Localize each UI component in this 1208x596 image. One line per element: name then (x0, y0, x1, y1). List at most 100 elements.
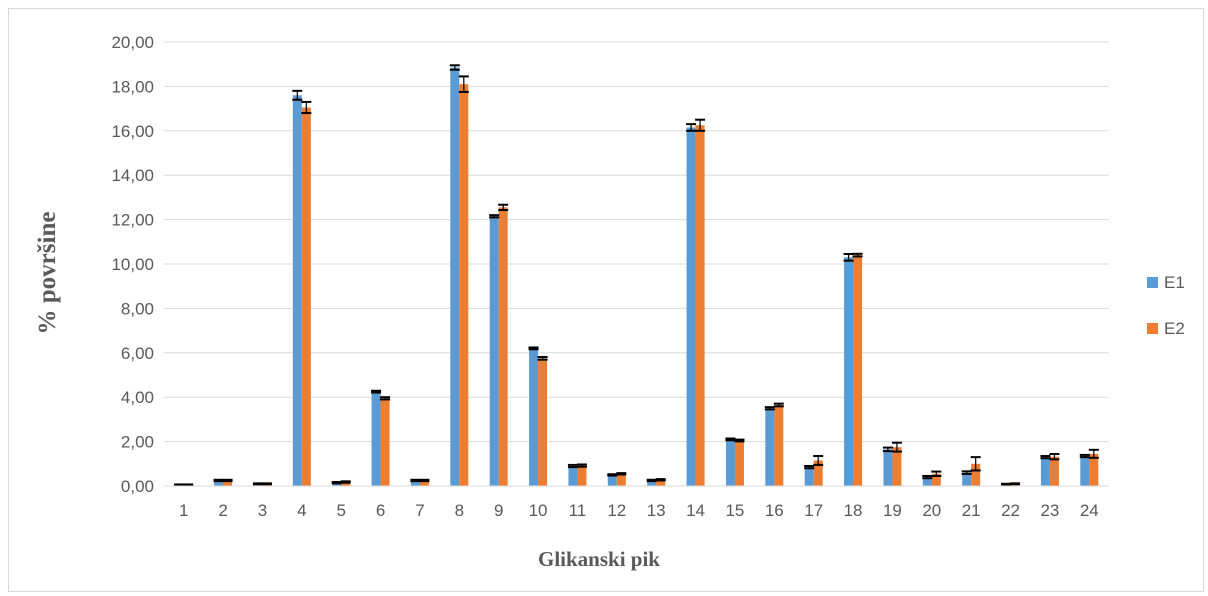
bar-e2 (223, 480, 233, 486)
x-tick-label: 4 (297, 501, 306, 520)
x-tick-label: 24 (1080, 501, 1099, 520)
x-tick-label: 22 (1001, 501, 1020, 520)
error-bar-e2 (1088, 448, 1099, 459)
bars (174, 67, 1099, 487)
y-tick-label: 0,00 (121, 477, 154, 496)
x-tick-label: 20 (922, 501, 941, 520)
error-bar-e1 (922, 475, 933, 480)
x-tick-label: 14 (686, 501, 705, 520)
error-bar-e2 (419, 478, 430, 483)
bar-e1 (883, 449, 893, 486)
bar-e1 (607, 474, 617, 486)
bar-chart: 0,00 2,00 4,00 6,00 8,00 10,00 12,00 14,00 16,00… (34, 33, 1185, 571)
error-bar-e2 (340, 480, 351, 484)
x-tick-label: 6 (376, 501, 385, 520)
x-tick-label: 7 (415, 501, 424, 520)
error-bar-e1 (1079, 453, 1090, 459)
error-bar-e2 (616, 472, 627, 476)
bar-e1 (450, 67, 460, 486)
x-tick-label: 13 (647, 501, 666, 520)
error-bar-e2 (458, 75, 469, 93)
error-bars (174, 64, 1099, 487)
error-bar-e1 (646, 478, 657, 483)
bar-e2 (301, 107, 311, 487)
x-tick-label: 5 (336, 501, 345, 520)
bar-e1 (410, 480, 420, 486)
bar-e1 (292, 95, 302, 486)
bar-e1 (529, 348, 539, 486)
bar-e2 (971, 463, 981, 486)
error-bar-e1 (213, 478, 224, 483)
bar-e2 (380, 398, 390, 486)
error-bar-e1 (1040, 455, 1051, 460)
legend-label-e1: E1 (1164, 273, 1185, 292)
bar-e1 (844, 257, 854, 486)
bar-e1 (647, 480, 657, 486)
error-bar-e1 (252, 482, 263, 486)
bar-e2 (459, 84, 469, 487)
x-axis-ticks: 1 2 3 4 5 6 7 8 9 10 11 12 13 14 15 16 17 18 19 20 21 22 23 24 (179, 501, 1099, 520)
y-tick-label: 14,00 (111, 166, 154, 185)
x-tick-label: 1 (179, 501, 188, 520)
error-bar-e2 (222, 478, 233, 483)
error-bar-e2 (1010, 482, 1021, 486)
y-tick-label: 16,00 (111, 122, 154, 141)
error-bar-e2 (183, 483, 194, 487)
error-bar-e1 (1001, 482, 1012, 486)
error-bar-e2 (891, 441, 902, 453)
x-tick-label: 3 (258, 501, 267, 520)
error-bar-e1 (292, 89, 303, 101)
legend-swatch-e2 (1147, 323, 1158, 334)
error-bar-e1 (567, 463, 578, 469)
bar-e1 (1080, 456, 1090, 486)
error-bar-e1 (410, 478, 421, 483)
bar-e2 (1049, 456, 1059, 486)
error-bar-e1 (607, 473, 618, 477)
x-tick-label: 12 (607, 501, 626, 520)
y-tick-label: 4,00 (121, 388, 154, 407)
chart-frame: 0,00 2,00 4,00 6,00 8,00 10,00 12,00 14,00 16,00… (8, 8, 1204, 592)
bar-e1 (962, 472, 972, 486)
y-tick-label: 2,00 (121, 433, 154, 452)
x-tick-label: 23 (1040, 501, 1059, 520)
error-bar-e2 (734, 438, 745, 443)
bar-e2 (892, 447, 902, 486)
x-tick-label: 11 (569, 501, 587, 520)
y-tick-label: 12,00 (111, 211, 154, 230)
y-tick-label: 10,00 (111, 255, 154, 274)
bar-e2 (853, 255, 863, 486)
error-bar-e1 (686, 123, 697, 132)
bar-e2 (734, 440, 744, 486)
bar-e2 (656, 479, 666, 486)
error-bar-e2 (576, 463, 587, 468)
bar-e1 (922, 477, 932, 486)
error-bar-e2 (498, 203, 509, 212)
bar-e1 (804, 467, 814, 486)
error-bar-e1 (371, 389, 382, 394)
x-tick-label: 2 (218, 501, 227, 520)
x-tick-label: 15 (725, 501, 744, 520)
legend: E1 E2 (1147, 273, 1185, 338)
error-bar-e2 (773, 402, 784, 408)
bar-e1 (725, 439, 735, 486)
bar-e1 (765, 408, 775, 486)
gridlines (164, 41, 1109, 443)
error-bar-e1 (449, 64, 460, 71)
error-bar-e1 (882, 446, 893, 453)
error-bar-e1 (489, 214, 500, 219)
error-bar-e2 (695, 118, 706, 132)
x-tick-label: 8 (455, 501, 464, 520)
error-bar-e1 (804, 465, 815, 470)
bar-e2 (538, 358, 548, 486)
x-tick-label: 17 (804, 501, 823, 520)
bar-e1 (568, 466, 578, 486)
error-bar-e2 (261, 482, 272, 486)
x-axis-title: Glikanski pik (538, 547, 660, 571)
bar-e2 (341, 482, 351, 486)
y-tick-label: 18,00 (111, 77, 154, 96)
bar-e2 (577, 465, 587, 486)
error-bar-e2 (931, 470, 942, 478)
x-tick-label: 18 (844, 501, 863, 520)
error-bar-e2 (301, 100, 312, 115)
bar-e2 (931, 473, 941, 486)
